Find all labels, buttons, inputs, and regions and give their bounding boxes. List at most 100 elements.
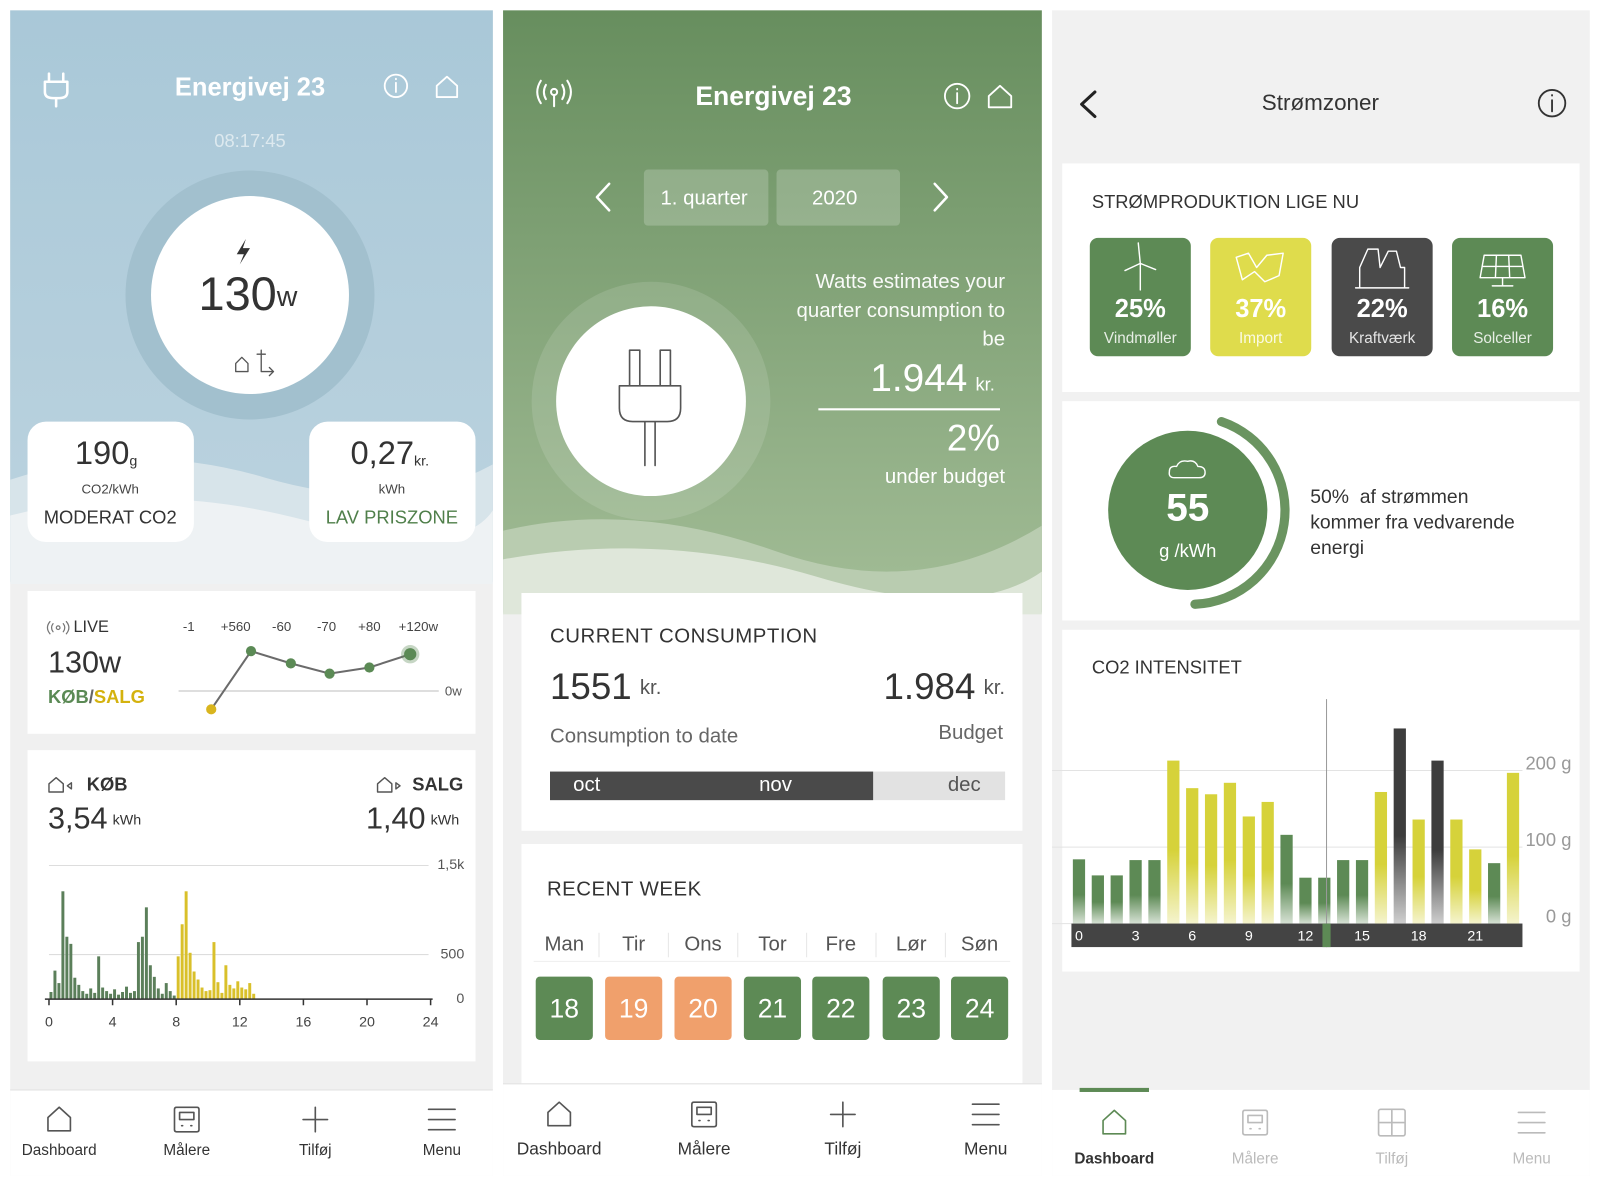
info-icon[interactable]	[383, 73, 409, 98]
bar	[148, 965, 152, 1000]
year: 2020	[812, 188, 857, 210]
bar	[73, 977, 77, 1000]
value: 1.984	[884, 666, 976, 707]
icon-shape	[1354, 248, 1410, 289]
info-icon[interactable]	[1537, 89, 1567, 118]
screen-title: Energivej 23	[175, 74, 325, 102]
date-box[interactable]	[674, 976, 732, 1040]
week-card	[521, 844, 1023, 1084]
buy: KØB	[48, 686, 89, 707]
date-box[interactable]	[812, 976, 870, 1040]
bar	[1337, 860, 1350, 924]
buy-label: KØB	[87, 774, 128, 795]
separator: /	[89, 686, 94, 707]
bar	[61, 891, 65, 1000]
nav-icon	[47, 1106, 72, 1132]
nav-active-indicator	[1079, 1087, 1149, 1092]
bar	[192, 971, 196, 1000]
nav-item[interactable]: Tilføj	[299, 1106, 332, 1159]
gauge-disc	[1108, 430, 1268, 590]
value: 1551	[550, 666, 632, 707]
point	[324, 668, 335, 679]
bar	[125, 986, 128, 1000]
bar	[117, 994, 121, 1000]
nav-item[interactable]: Dashboard	[22, 1106, 97, 1159]
estimate-line: quarter consumption to	[797, 300, 1006, 322]
bar	[1261, 801, 1274, 924]
time-marker	[1322, 923, 1331, 948]
header-bg	[503, 10, 1042, 613]
icon-shape	[1235, 252, 1284, 283]
icon-frame	[1377, 1108, 1406, 1137]
home-icon[interactable]	[987, 84, 1013, 109]
screen-title: Energivej 23	[695, 81, 851, 111]
point	[404, 648, 417, 661]
bar	[1223, 782, 1237, 924]
date-box[interactable]	[743, 976, 802, 1040]
bar	[81, 991, 85, 1000]
budget: 1.984 kr.	[884, 666, 1006, 707]
cloud-icon	[1168, 460, 1206, 479]
nav-bar	[1052, 1089, 1590, 1176]
nav-icon	[1102, 1109, 1127, 1135]
bar	[1488, 863, 1501, 924]
bar	[160, 993, 164, 1000]
bar	[1242, 816, 1255, 924]
nav-bar	[10, 1089, 493, 1176]
date-box[interactable]	[605, 976, 663, 1040]
bar	[1374, 791, 1388, 924]
bar	[1318, 877, 1331, 924]
date-box[interactable]	[535, 976, 593, 1040]
nav-item[interactable]: Tilføj	[1376, 1108, 1409, 1167]
nav-item[interactable]: Dashboard	[517, 1101, 602, 1159]
info-icon[interactable]	[943, 82, 971, 110]
nav-item[interactable]: Menu	[964, 1103, 1007, 1159]
day-label: Søn	[961, 933, 998, 955]
value: 1,40	[366, 802, 426, 836]
nav-item[interactable]: Målere	[1232, 1109, 1279, 1167]
value: 130	[198, 268, 276, 320]
prev-arrow[interactable]	[595, 182, 611, 212]
current-title: CURRENT CONSUMPTION	[550, 625, 818, 647]
year-box[interactable]	[776, 169, 900, 226]
home-icon[interactable]	[435, 75, 459, 98]
date-box[interactable]	[951, 976, 1009, 1040]
bar	[1355, 860, 1369, 924]
nav-item[interactable]: Dashboard	[1074, 1109, 1154, 1167]
live-card	[27, 590, 476, 734]
house-grid-icon	[235, 349, 275, 377]
nav-item[interactable]: Menu	[1512, 1111, 1551, 1167]
nav-item[interactable]: Målere	[678, 1101, 731, 1159]
unit: kr.	[984, 677, 1006, 699]
back-arrow[interactable]	[1080, 90, 1097, 118]
x-tick-label: +560	[221, 619, 251, 634]
icon-shape	[1124, 242, 1157, 291]
period-box[interactable]	[643, 169, 769, 226]
next-arrow[interactable]	[933, 182, 949, 212]
sell-label: SALG	[412, 774, 463, 795]
bar	[144, 907, 148, 1000]
x-tick-label: 9	[1245, 929, 1253, 945]
gauge-arc	[1190, 416, 1290, 609]
plug-disc	[556, 306, 746, 497]
intensity-unit: g /kWh	[1159, 540, 1216, 561]
bar	[204, 991, 208, 1000]
nav-item[interactable]: Tilføj	[824, 1101, 861, 1159]
bar	[140, 936, 144, 1000]
bar	[212, 942, 216, 1000]
bar	[53, 970, 57, 1000]
source-label: Kraftværk	[1349, 330, 1416, 347]
screen-dashboard: Energivej 23 08:17:45 130w 190g CO2/kWh …	[10, 10, 493, 1176]
x-tick-label: 0	[45, 1014, 53, 1030]
bar	[180, 924, 184, 1000]
date-box[interactable]	[882, 976, 940, 1040]
bar	[252, 993, 256, 1000]
price-per: kWh	[379, 481, 406, 496]
nav-item[interactable]: Målere	[163, 1106, 210, 1159]
bar	[164, 983, 168, 1000]
x-tick-label: 12	[232, 1014, 248, 1030]
source-share: 16%	[1477, 295, 1528, 323]
bar	[224, 965, 228, 1000]
nav-item[interactable]: Menu	[423, 1108, 461, 1159]
bar	[172, 995, 176, 1000]
